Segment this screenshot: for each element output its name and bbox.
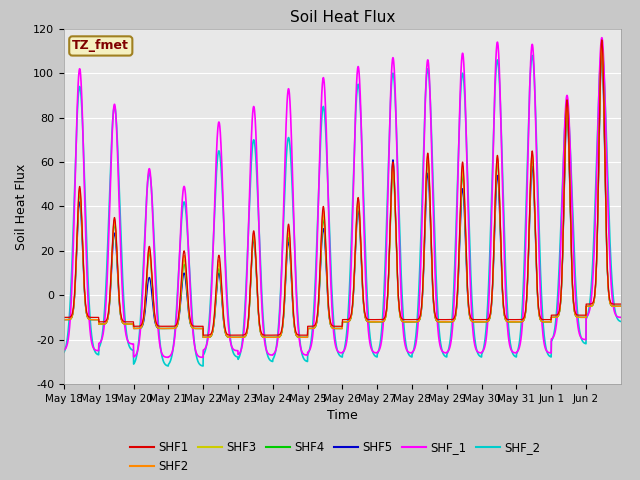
SHF5 (414, 319, 422, 324)
SHF2 (234, 335, 242, 340)
Line: SHF4: SHF4 (64, 47, 621, 337)
SHF_2 (463, 154, 471, 159)
SHF4 (60, 317, 68, 323)
SHF_1 (199, 354, 207, 360)
SHF_1 (598, 35, 605, 40)
SHF_1 (60, 347, 68, 353)
SHF1 (598, 37, 605, 43)
Text: TZ_fmet: TZ_fmet (72, 39, 129, 52)
SHF5 (234, 335, 242, 340)
Line: SHF_1: SHF_1 (64, 37, 621, 357)
SHF1 (414, 316, 422, 322)
SHF2 (463, 273, 471, 279)
SHF1 (611, 301, 619, 307)
SHF4 (414, 319, 422, 324)
SHF4 (617, 303, 625, 309)
SHF3 (611, 303, 619, 309)
SHF_2 (499, 168, 506, 174)
SHF_2 (598, 48, 605, 54)
SHF_2 (617, 319, 625, 324)
SHF_2 (199, 363, 207, 369)
SHF4 (611, 303, 619, 309)
SHF4 (598, 44, 605, 49)
Legend: SHF1, SHF2, SHF3, SHF4, SHF5, SHF_1, SHF_2: SHF1, SHF2, SHF3, SHF4, SHF5, SHF_1, SHF… (125, 436, 545, 478)
SHF_1 (499, 183, 506, 189)
SHF3 (532, 249, 540, 254)
SHF1 (234, 332, 242, 338)
SHF1 (532, 245, 540, 251)
Title: Soil Heat Flux: Soil Heat Flux (290, 10, 395, 25)
SHF3 (234, 335, 242, 340)
SHF5 (174, 321, 182, 326)
SHF3 (60, 317, 68, 323)
SHF1 (617, 301, 625, 307)
SHF3 (414, 319, 422, 324)
SHF5 (611, 303, 619, 309)
SHF_1 (611, 310, 619, 316)
Line: SHF5: SHF5 (64, 56, 621, 337)
SHF_2 (60, 349, 68, 355)
SHF1 (60, 314, 68, 320)
SHF4 (234, 335, 242, 340)
SHF_2 (611, 307, 619, 313)
Line: SHF_2: SHF_2 (64, 51, 621, 366)
SHF1 (174, 316, 182, 322)
SHF_1 (532, 127, 540, 133)
SHF5 (499, 290, 506, 296)
SHF3 (617, 303, 625, 309)
SHF3 (598, 41, 605, 47)
SHF_1 (463, 161, 471, 167)
SHF_1 (617, 314, 625, 320)
SHF2 (414, 319, 422, 324)
SHF_2 (414, 307, 422, 313)
SHF_2 (174, 280, 182, 286)
SHF5 (60, 317, 68, 323)
SHF5 (617, 303, 625, 309)
SHF4 (463, 276, 471, 281)
SHF2 (617, 303, 625, 309)
SHF1 (499, 285, 506, 291)
SHF_1 (174, 286, 182, 291)
SHF2 (499, 287, 506, 293)
SHF1 (463, 270, 471, 276)
SHF_2 (532, 118, 540, 124)
Line: SHF1: SHF1 (64, 40, 621, 335)
SHF_1 (414, 324, 422, 329)
SHF2 (611, 303, 619, 309)
SHF5 (532, 253, 540, 259)
X-axis label: Time: Time (327, 409, 358, 422)
SHF5 (463, 280, 471, 286)
SHF2 (532, 248, 540, 253)
SHF2 (174, 319, 182, 324)
SHF4 (174, 320, 182, 325)
SHF2 (598, 39, 605, 45)
SHF3 (174, 319, 182, 325)
Line: SHF3: SHF3 (64, 44, 621, 337)
SHF4 (499, 288, 506, 294)
SHF3 (499, 288, 506, 293)
SHF4 (532, 250, 540, 255)
Line: SHF2: SHF2 (64, 42, 621, 337)
Y-axis label: Soil Heat Flux: Soil Heat Flux (15, 163, 28, 250)
SHF3 (463, 275, 471, 280)
SHF2 (60, 317, 68, 323)
SHF5 (598, 53, 605, 59)
